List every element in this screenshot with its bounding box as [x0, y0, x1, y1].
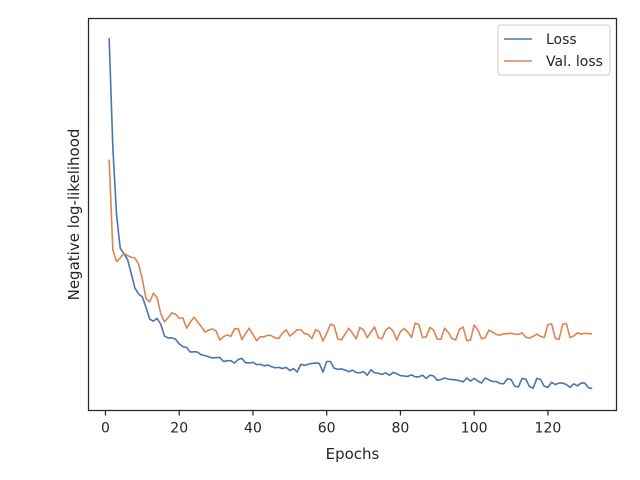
x-axis-label: Epochs — [326, 445, 380, 463]
plot-frame — [87, 17, 618, 412]
legend-label-val-loss: Val. loss — [546, 54, 603, 70]
x-tick-label-20: 20 — [170, 421, 188, 437]
x-tick-label-80: 80 — [392, 421, 410, 437]
x-tick-label-100: 100 — [461, 421, 488, 437]
x-tick-label-0: 0 — [101, 421, 110, 437]
legend-label-loss: Loss — [546, 32, 577, 48]
legend: Loss Val. loss — [497, 24, 611, 76]
x-tick-label-40: 40 — [244, 421, 262, 437]
series-line-val-loss — [108, 159, 593, 342]
legend-box — [497, 24, 611, 76]
series-lines — [108, 38, 593, 390]
series-line-loss — [108, 38, 593, 390]
x-axis-ticks: 0 20 40 60 80 100 120 — [101, 410, 562, 437]
x-tick-label-60: 60 — [318, 421, 336, 437]
y-axis-label: Negative log-likelihood — [65, 129, 83, 301]
x-tick-label-120: 120 — [535, 421, 562, 437]
